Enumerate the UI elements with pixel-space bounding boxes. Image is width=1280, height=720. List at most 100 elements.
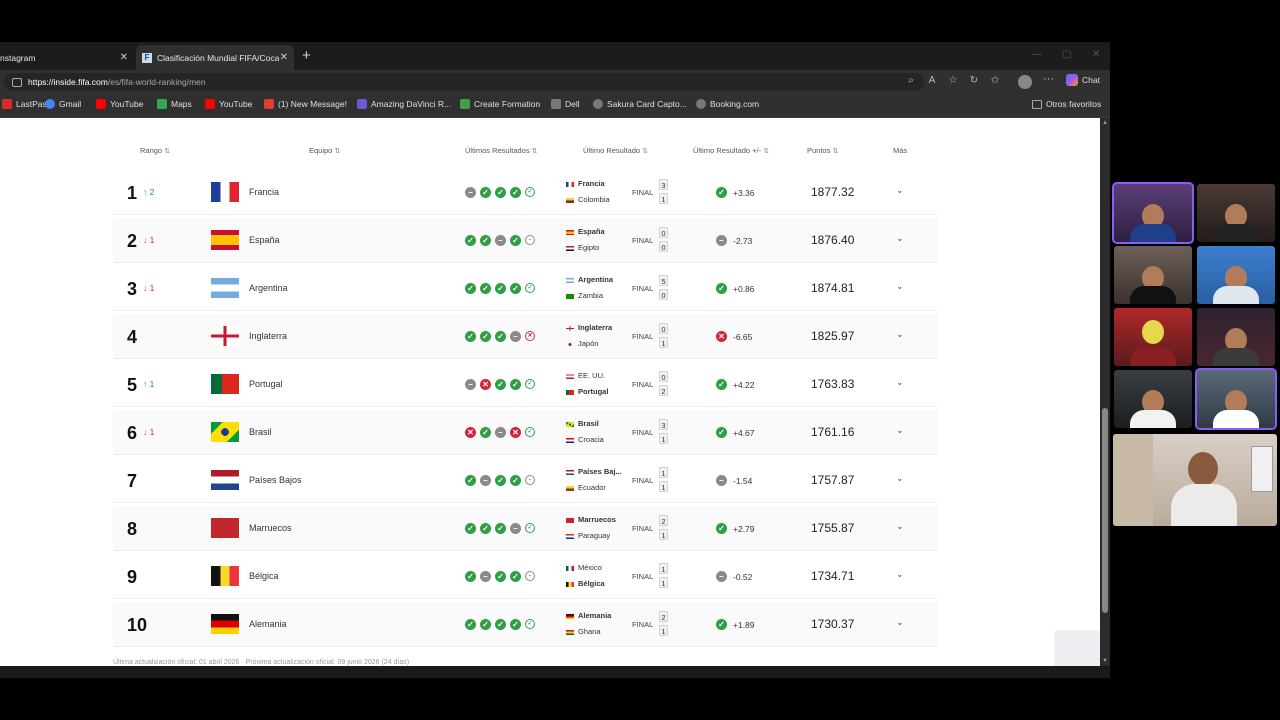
chat-button[interactable]: Chat <box>1066 74 1100 86</box>
team-name[interactable]: Portugal <box>249 379 283 389</box>
chevron-down-icon[interactable]: ⌄ <box>896 185 904 195</box>
bookmark-5[interactable]: (1) New Message! <box>264 99 347 109</box>
chevron-down-icon[interactable]: ⌄ <box>896 425 904 435</box>
bookmark-7[interactable]: Create Formation <box>460 99 540 109</box>
tab-fifa-ranking[interactable]: F Clasificación Mundial FIFA/Coca-C ✕ <box>136 45 294 70</box>
address-bar[interactable]: https://inside.fifa.com/es/fifa-world-ra… <box>4 73 924 91</box>
background-wall <box>1113 434 1153 526</box>
ranking-row[interactable]: 4 Inglaterra ✓ ✓ ✓ – ✕ Inglaterra Japón FINAL 0… <box>113 314 938 359</box>
participant-video[interactable] <box>1114 246 1192 304</box>
participant-video[interactable] <box>1197 308 1275 366</box>
team-name[interactable]: Bélgica <box>249 571 279 581</box>
scrollbar-thumb[interactable] <box>1102 408 1108 613</box>
team-name[interactable]: Alemania <box>249 619 287 629</box>
scroll-down-icon[interactable]: ▼ <box>1102 658 1108 664</box>
ranking-row[interactable]: 3 ↓ 1 Argentina ✓ ✓ ✓ ✓ ✓ Argentina Zambia FINA… <box>113 266 938 311</box>
ranking-row[interactable]: 2 ↓ 1 España ✓ ✓ – ✓ – España Egipto FINAL 0 0– -2… <box>113 218 938 263</box>
last-match[interactable]: México Bélgica <box>566 560 605 592</box>
sort-icon[interactable]: ⇅ <box>164 148 170 155</box>
bookmark-1[interactable]: Gmail <box>45 99 81 109</box>
participant-video[interactable] <box>1197 184 1275 242</box>
last-match[interactable]: Brasil Croacia <box>566 416 604 448</box>
ranking-row[interactable]: 5 ↑ 1 Portugal – ✕ ✓ ✓ ✓ EE. UU. Portugal FINAL… <box>113 362 938 407</box>
ranking-row[interactable]: 10 Alemania ✓ ✓ ✓ ✓ ✓ Alemania Ghana FINAL 2 1 ✓ +… <box>113 602 938 647</box>
team-name[interactable]: Inglaterra <box>249 331 288 341</box>
win-icon: ✓ <box>525 187 535 197</box>
new-tab-icon[interactable]: + <box>302 47 311 64</box>
team-name[interactable]: Marruecos <box>249 523 292 533</box>
more-options-icon[interactable]: ··· <box>1043 73 1054 85</box>
header-rank[interactable]: Rango ⇅ <box>140 146 170 155</box>
chevron-down-icon[interactable]: ⌄ <box>896 281 904 291</box>
last-match[interactable]: Marruecos Paraguay <box>566 512 616 544</box>
other-favorites[interactable]: Otros favoritos <box>1032 99 1101 109</box>
profile-avatar[interactable] <box>1018 75 1032 89</box>
sort-icon[interactable]: ⇅ <box>763 148 770 155</box>
sort-icon[interactable]: ⇅ <box>832 148 839 155</box>
favorite-star-icon[interactable]: ☆ <box>948 75 958 86</box>
chevron-down-icon[interactable]: ⌄ <box>896 521 904 531</box>
bookmark-4[interactable]: YouTube <box>205 99 252 109</box>
participant-video[interactable] <box>1112 182 1194 244</box>
ranking-row[interactable]: 1 ↑ 2 Francia – ✓ ✓ ✓ ✓ Francia Colombia FINAL 3… <box>113 170 938 215</box>
main-streamer-video[interactable] <box>1113 434 1277 526</box>
read-aloud-icon[interactable]: A <box>928 75 936 86</box>
header-team[interactable]: Equipo ⇅ <box>309 146 340 155</box>
scroll-up-icon[interactable]: ▲ <box>1102 120 1108 126</box>
ranking-row[interactable]: 9 Bélgica ✓ – ✓ ✓ – México Bélgica FINAL 1 1– -0.… <box>113 554 938 599</box>
match-status: FINAL <box>632 284 654 293</box>
header-points[interactable]: Puntos ⇅ <box>807 146 838 155</box>
chevron-down-icon[interactable]: ⌄ <box>896 233 904 243</box>
chevron-down-icon[interactable]: ⌄ <box>896 617 904 627</box>
tab-instagram[interactable]: nstagram ✕ <box>0 45 134 70</box>
participant-video[interactable] <box>1197 246 1275 304</box>
maximize-icon[interactable]: ▢ <box>1062 49 1072 60</box>
participant-video[interactable] <box>1195 368 1277 430</box>
sort-icon[interactable]: ⇅ <box>334 148 341 155</box>
chevron-down-icon[interactable]: ⌄ <box>896 377 904 387</box>
bookmark-6[interactable]: Amazing DaVinci R... <box>357 99 451 109</box>
chevron-down-icon[interactable]: ⌄ <box>896 329 904 339</box>
team-name[interactable]: Argentina <box>249 283 288 293</box>
floating-widget[interactable] <box>1054 630 1100 666</box>
page-scrollbar[interactable]: ▲ ▼ <box>1100 118 1110 666</box>
bookmark-8[interactable]: Dell <box>551 99 580 109</box>
bookmark-10[interactable]: Booking.com <box>696 99 759 109</box>
sort-icon[interactable]: ⇅ <box>642 148 648 155</box>
participant-video[interactable] <box>1114 370 1192 428</box>
last-match[interactable]: EE. UU. Portugal <box>566 368 608 400</box>
header-result-diff[interactable]: Último Resultado +/- ⇅ <box>693 146 769 155</box>
bookmark-9[interactable]: Sakura Card Capto... <box>593 99 687 109</box>
bookmark-3[interactable]: Maps <box>157 99 192 109</box>
header-last-result[interactable]: Último Resultado ⇅ <box>583 146 648 155</box>
last-match[interactable]: Alemania Ghana <box>566 608 611 640</box>
refresh-icon[interactable]: ↻ <box>969 75 979 86</box>
bookmark-0[interactable]: LastPass <box>2 99 51 109</box>
url-text[interactable]: https://inside.fifa.com/es/fifa-world-ra… <box>28 77 206 87</box>
sort-icon[interactable]: ⇅ <box>531 148 538 155</box>
close-icon[interactable]: ✕ <box>119 52 128 63</box>
ranking-row[interactable]: 7 Países Bajos ✓ – ✓ ✓ – Países Baj... Ecuador… <box>113 458 938 503</box>
last-match[interactable]: Argentina Zambia <box>566 272 613 304</box>
header-last-results[interactable]: Últimos Resultados ⇅ <box>465 146 537 155</box>
last-match[interactable]: Países Baj... Ecuador <box>566 464 622 496</box>
team-name[interactable]: Países Bajos <box>249 475 302 485</box>
chevron-down-icon[interactable]: ⌄ <box>896 569 904 579</box>
team-name[interactable]: España <box>249 235 280 245</box>
team-name[interactable]: Francia <box>249 187 280 197</box>
close-window-icon[interactable]: ✕ <box>1092 49 1101 60</box>
chevron-down-icon[interactable]: ⌄ <box>896 473 904 483</box>
zoom-icon[interactable]: ⌕ <box>908 75 914 86</box>
last-match[interactable]: Inglaterra Japón <box>566 320 612 352</box>
ranking-row[interactable]: 8 Marruecos ✓ ✓ ✓ – ✓ Marruecos Paraguay FINAL… <box>113 506 938 551</box>
team-name[interactable]: Brasil <box>249 427 272 437</box>
minimize-icon[interactable]: — <box>1032 49 1042 60</box>
bookmark-2[interactable]: YouTube <box>96 99 143 109</box>
down-arrow-icon: ↓ <box>143 427 150 437</box>
participant-video[interactable] <box>1114 308 1192 366</box>
last-match[interactable]: Francia Colombia <box>566 176 610 208</box>
close-icon[interactable]: ✕ <box>279 52 288 63</box>
favorites-icon[interactable]: ✩ <box>990 75 1000 86</box>
last-match[interactable]: España Egipto <box>566 224 605 256</box>
ranking-row[interactable]: 6 ↓ 1 Brasil ✕ ✓ – ✕ ✓ Brasil Croacia FINAL 3 1 ✓ +… <box>113 410 938 455</box>
